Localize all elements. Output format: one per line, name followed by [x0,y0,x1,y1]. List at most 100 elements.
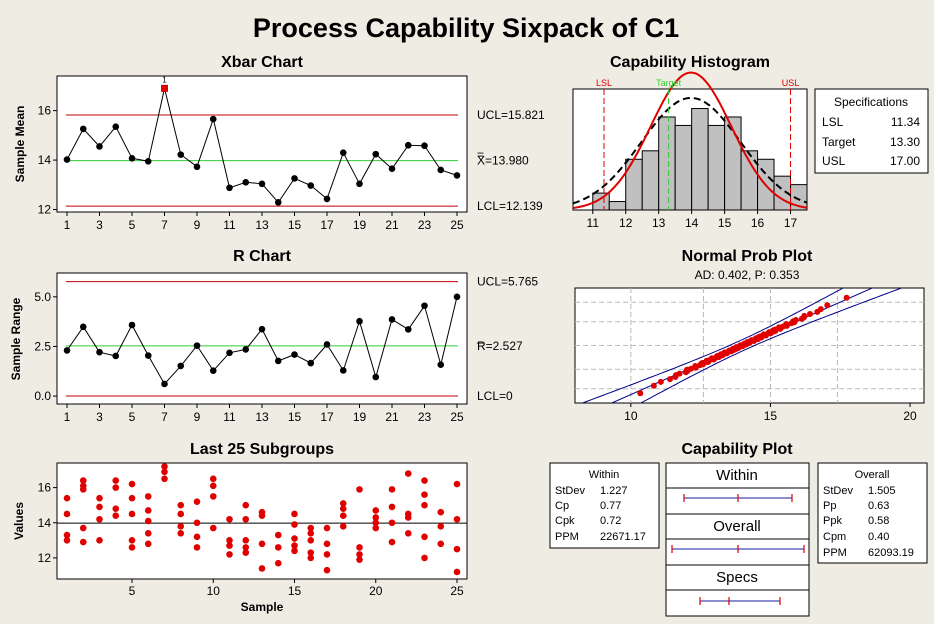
r-ytick-label: 0.0 [34,389,51,403]
specs-interval-line [699,597,781,605]
normprob-point [806,311,813,318]
histogram-bar [691,108,709,211]
r-point [144,352,152,359]
last25-point [356,556,363,563]
last25-point [388,486,396,493]
last25-point [339,522,347,530]
last25-point [63,510,71,518]
last25-point [193,498,201,505]
r-xtick-label: 21 [385,410,399,424]
last25-point [144,507,152,514]
xbar-center-bar: = [477,148,484,162]
last25-ylabel: Values [12,502,26,540]
last25-point [177,522,185,530]
last25-point [226,542,233,549]
normprob-xtick-label: 10 [624,409,638,423]
last25-point [307,554,315,562]
last25-point [339,500,347,507]
last25-point [96,515,103,523]
spec-lsl-label: LSL [822,115,844,129]
overall-interval-line [671,545,805,553]
specifications-header: Specifications [834,95,908,109]
last25-point [291,547,298,555]
last25-chart: Last 25 Subgroups Values Sample 12 14 16 5 1… [12,441,468,614]
last25-point [63,494,71,502]
r-point [226,349,233,357]
last25-point [323,551,331,558]
normprob-point [657,378,664,385]
last25-point [421,501,428,509]
histogram-spec-label: LSL [596,78,612,88]
r-center-bar: _ [476,330,484,344]
last25-point [144,530,152,537]
last25-point [128,537,136,544]
r-plot-area [56,272,468,405]
within-cp-label: Cp [555,500,569,512]
last25-point [323,540,331,548]
xbar-xtick-label: 15 [288,218,302,232]
xbar-xtick-label: 23 [418,218,432,232]
overall-stats-header: Overall [855,469,890,481]
last25-point [372,514,380,521]
xbar-plot-area [56,75,468,213]
histogram-bar [707,124,726,211]
last25-point [339,505,347,512]
xbar-xtick-label: 21 [385,218,399,232]
last25-point [339,512,347,520]
xbar-point [209,115,217,123]
normprob-lower-band [581,288,845,403]
last25-point [404,530,412,537]
last25-point [242,501,250,509]
xbar-xtick-label: 13 [255,218,269,232]
r-chart-title: R Chart [233,248,291,265]
normprob-point [801,312,808,319]
xbar-point [339,149,347,156]
last25-point [372,519,380,527]
within-bar-label: Within [716,467,758,484]
spec-target-value: 13.30 [890,135,920,149]
last25-point [307,524,315,532]
histogram-bar [608,201,627,211]
within-stdev-value: 1.227 [600,485,628,497]
last25-point [388,519,396,527]
normprob-subtitle: AD: 0.402, P: 0.353 [695,268,800,282]
r-chart: R Chart Sample Range 0.02.55.01 3 5 7 9 11 13 1… [9,248,538,424]
last25-point [404,514,412,521]
last25-point [177,530,185,537]
last25-point [258,565,266,572]
last25-point [388,538,396,546]
xbar-point [193,163,201,171]
last25-ytick-label: 14 [38,516,52,530]
last25-ytick-label: 12 [38,551,52,565]
xbar-xtick-label: 25 [450,218,464,232]
last25-point [291,535,298,542]
normprob-upper-band [639,288,903,403]
histogram-bar [658,116,676,211]
histogram-xtick-label: 11 [587,216,600,230]
last25-point [242,544,250,551]
histogram-xtick-label: 13 [652,216,666,230]
last25-point [274,544,282,551]
r-center-label: R=2.527 [477,339,523,353]
last25-point [437,522,445,530]
last25-point [437,508,445,516]
capability-plot-title: Capability Plot [681,441,793,458]
xbar-point [177,151,185,158]
r-point [291,351,298,358]
capability-plot: Capability Plot Within StDev 1.227 Cp 0.… [549,441,928,617]
overall-pp-label: Pp [823,500,836,512]
r-point [421,302,428,310]
overall-stdev-label: StDev [823,485,853,497]
within-cpk-label: Cpk [555,515,575,527]
xbar-point [421,142,428,150]
last25-point [226,551,233,558]
histogram-title: Capability Histogram [610,54,770,71]
r-point [128,321,136,329]
last25-xtick-label: 25 [450,584,464,598]
xbar-point [96,143,103,150]
overall-stdev-value: 1.505 [868,485,896,497]
xbar-ucl-label: UCL=15.821 [477,108,545,122]
within-ppm-label: PPM [555,531,579,543]
within-interval-line [683,494,793,502]
last25-point [96,537,103,544]
